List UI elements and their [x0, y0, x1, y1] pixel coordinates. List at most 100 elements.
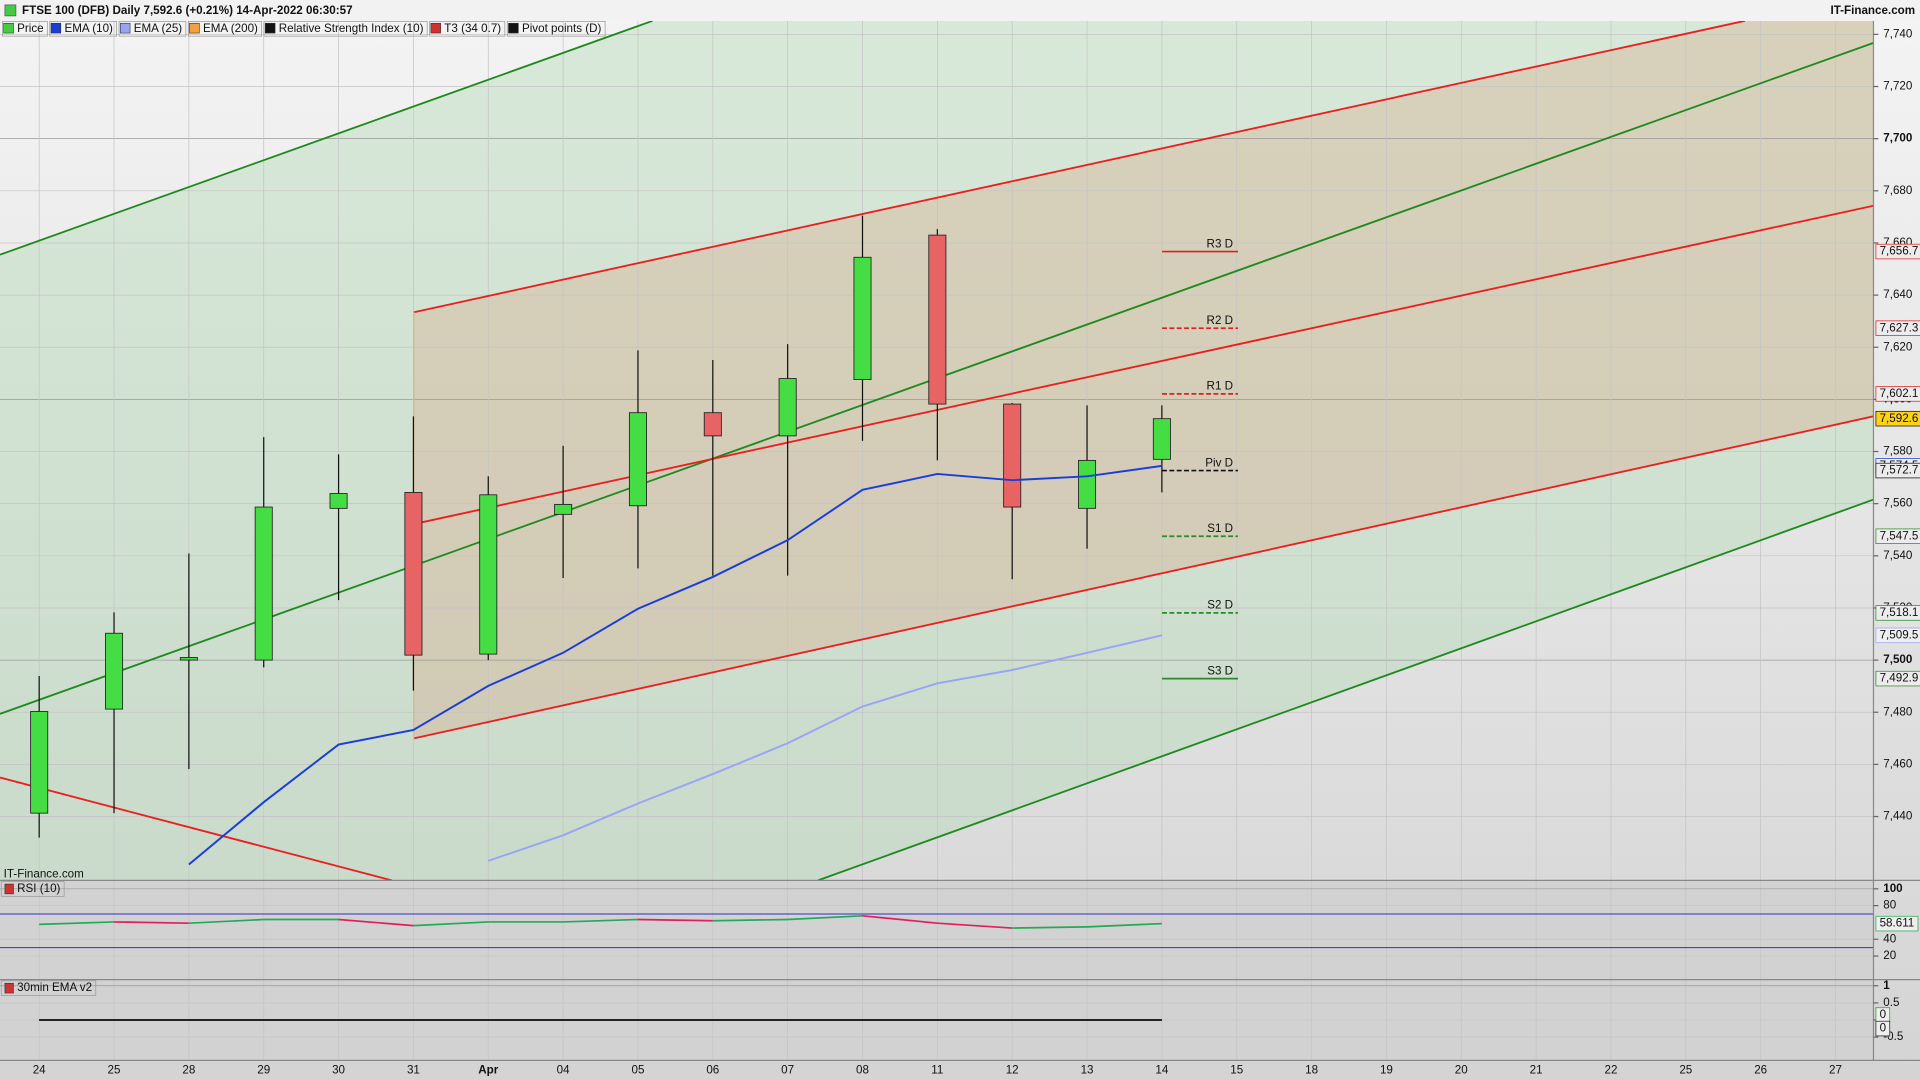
legend-swatch	[430, 22, 441, 34]
legend-label: Relative Strength Index (10)	[279, 22, 424, 35]
trend-line	[413, 204, 1874, 525]
last-price-label-box	[1875, 410, 1920, 427]
candle-body	[853, 256, 872, 380]
pivot-name: S1 D	[1207, 522, 1233, 535]
x-tick-label: 28	[182, 1063, 195, 1076]
legend-label: EMA (200)	[203, 22, 258, 35]
legend-swatch	[119, 22, 131, 34]
y-tick-label: 7,560	[1883, 497, 1913, 510]
candle-body	[703, 412, 722, 437]
line-segment	[39, 921, 115, 926]
line-segment	[188, 918, 264, 925]
panel-icon	[4, 883, 14, 895]
series-value-label: 0	[1880, 1022, 1887, 1035]
candle-body	[628, 412, 647, 507]
line-segment	[563, 918, 638, 923]
x-tick-label: 19	[1380, 1063, 1393, 1076]
panel-title: 30min EMA v2	[17, 981, 92, 994]
axes: 7,7407,7207,7007,6807,6607,6407,6207,600…	[0, 27, 1920, 1076]
pivot-price-label: 7,602.1	[1880, 387, 1919, 400]
legend-swatch	[508, 22, 519, 34]
y-tick-label: 7,440	[1883, 810, 1913, 823]
x-tick-label: 21	[1530, 1063, 1543, 1076]
legend-label: Pivot points (D)	[522, 22, 602, 35]
legend-swatch	[3, 22, 14, 34]
header-bar	[0, 0, 1920, 21]
legend-swatch	[50, 22, 62, 34]
pivot-price-label: 7,572.7	[1880, 464, 1919, 477]
line-segment	[114, 921, 189, 925]
y-tick-label: 80	[1883, 899, 1896, 912]
watermark: IT-Finance.com	[4, 867, 84, 880]
legend-swatch	[264, 22, 276, 34]
x-tick-label: 20	[1455, 1063, 1468, 1076]
x-tick-label: 31	[407, 1063, 420, 1076]
y-tick-label: 7,700	[1883, 132, 1912, 145]
line-segment	[937, 922, 1013, 929]
line-segment	[862, 914, 938, 925]
candle-body	[404, 492, 423, 656]
pivot-price-label: 7,547.5	[1880, 529, 1919, 542]
panel-title-box	[0, 980, 97, 996]
x-tick-label: 22	[1605, 1063, 1618, 1076]
pivot-price-label-box	[1875, 462, 1920, 479]
series-line	[487, 634, 1163, 862]
pivot-price-label: 7,492.9	[1880, 672, 1919, 685]
pivot-price-label-box	[1875, 670, 1920, 687]
x-tick-label: 24	[33, 1063, 46, 1076]
x-tick-label: 07	[781, 1063, 794, 1076]
line-segment	[1012, 926, 1088, 929]
y-tick-label: 7,460	[1883, 757, 1913, 770]
y-tick-label: 7,640	[1883, 288, 1913, 301]
x-tick-label: 26	[1754, 1063, 1767, 1076]
header-icon	[4, 4, 17, 17]
x-tick-label: 13	[1081, 1063, 1094, 1076]
x-tick-label: 12	[1006, 1063, 1019, 1076]
pivot-price-label-box	[1875, 528, 1920, 544]
pivot-price-label: 7,518.1	[1880, 606, 1919, 619]
series-value-label: 58.611	[1880, 917, 1915, 930]
candle-body	[329, 493, 348, 509]
legend-box	[2, 21, 48, 37]
legend-label: EMA (10)	[64, 22, 113, 35]
legend-box	[187, 21, 262, 37]
y-tick-label: 7,680	[1883, 184, 1913, 197]
pivot-name: S3 D	[1207, 664, 1233, 677]
y-tick-label: 100	[1883, 882, 1902, 895]
panel-icon	[4, 982, 14, 994]
y-tick-label: 40	[1883, 932, 1896, 945]
candle-body	[254, 506, 273, 661]
legend-box	[118, 21, 187, 37]
y-tick-label: 7,580	[1883, 445, 1913, 458]
y-tick-label: 0.5	[1883, 996, 1899, 1009]
pivot-price-label-box	[1875, 386, 1920, 402]
y-tick-label: 7,620	[1883, 340, 1913, 353]
pivot-name: R1 D	[1207, 380, 1234, 393]
pivot-name: R3 D	[1207, 237, 1234, 250]
trend-line	[0, 776, 393, 881]
line-segment	[637, 918, 713, 922]
x-tick-label: 25	[108, 1063, 121, 1076]
y-tick-label: 7,500	[1883, 653, 1912, 666]
y-tick-label: 20	[1883, 949, 1896, 962]
legend-label: EMA (25)	[134, 22, 183, 35]
x-tick-label: 08	[856, 1063, 869, 1076]
series-value-label-box	[1875, 627, 1920, 644]
line-segment	[712, 918, 788, 922]
candle-body	[179, 657, 198, 661]
series-value-label-box	[1875, 915, 1919, 932]
x-tick-label: 06	[706, 1063, 719, 1076]
legend-box	[49, 21, 117, 37]
pivot-price-label: 7,627.3	[1880, 321, 1919, 334]
x-tick-label: 11	[931, 1063, 943, 1076]
series-value-label: 7,509.5	[1880, 628, 1919, 641]
plot: R3 D R2 D R1 D Piv D S1 D S2 D S3 D	[0, 215, 1874, 1021]
x-tick-label: 27	[1829, 1063, 1842, 1076]
legend-label: T3 (34 0.7)	[444, 22, 501, 35]
x-tick-label: Apr	[478, 1063, 498, 1076]
y-tick-label: 1	[1883, 979, 1890, 992]
last-price-label: 7,592.6	[1880, 412, 1919, 425]
candle-body	[105, 632, 124, 710]
